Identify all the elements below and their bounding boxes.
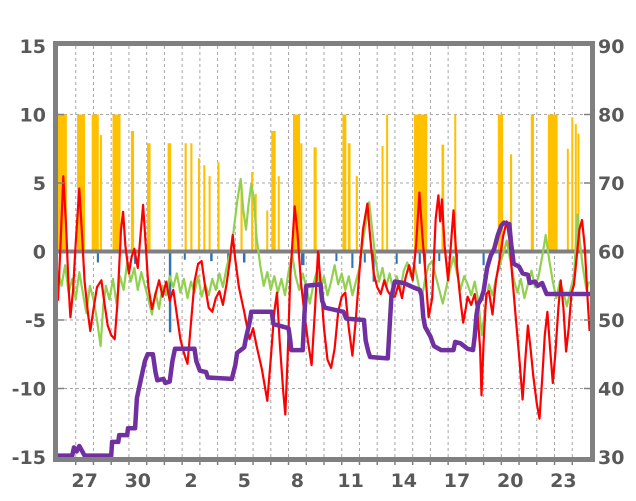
axis-tick-label: 8 [291, 470, 304, 492]
axis-tick-label: -10 [12, 379, 46, 401]
axis-tick-label: 10 [20, 105, 46, 127]
axis-tick-label: 11 [337, 470, 363, 492]
axis-tick-label: 27 [71, 470, 97, 492]
axis-tick-label: 20 [497, 470, 523, 492]
axis-ticks [58, 113, 590, 465]
purple-line-snow-depth [58, 220, 590, 457]
axis-tick-label: 70 [598, 173, 624, 195]
axis-tick-label: 0 [33, 242, 46, 264]
axis-tick-label: 50 [598, 310, 624, 332]
axis-tick-label: 30 [598, 447, 624, 469]
axis-tick-label: 5 [33, 173, 46, 195]
right-axis-labels: 90 80 70 60 50 40 30 [598, 36, 624, 469]
axis-tick-label: 80 [598, 105, 624, 127]
axis-tick-label: -15 [12, 447, 46, 469]
left-axis-labels: 15 10 5 0 -5 -10 -15 [12, 36, 46, 469]
axis-tick-label: 14 [391, 470, 417, 492]
axis-tick-label: 60 [598, 242, 624, 264]
axis-tick-label: 2 [184, 470, 197, 492]
orange-bars [58, 114, 580, 252]
axis-tick-label: 23 [550, 470, 576, 492]
x-axis-labels: 27 30 2 5 8 11 14 17 20 23 [71, 470, 576, 492]
axis-tick-label: -5 [25, 310, 46, 332]
axis-tick-label: 40 [598, 379, 624, 401]
axis-tick-label: 17 [444, 470, 470, 492]
plot-border [53, 41, 595, 462]
axis-tick-label: 90 [598, 36, 624, 58]
red-line [58, 175, 590, 420]
axis-tick-label: 5 [238, 470, 251, 492]
axis-tick-label: 15 [20, 36, 46, 58]
axis-tick-label: 30 [125, 470, 151, 492]
